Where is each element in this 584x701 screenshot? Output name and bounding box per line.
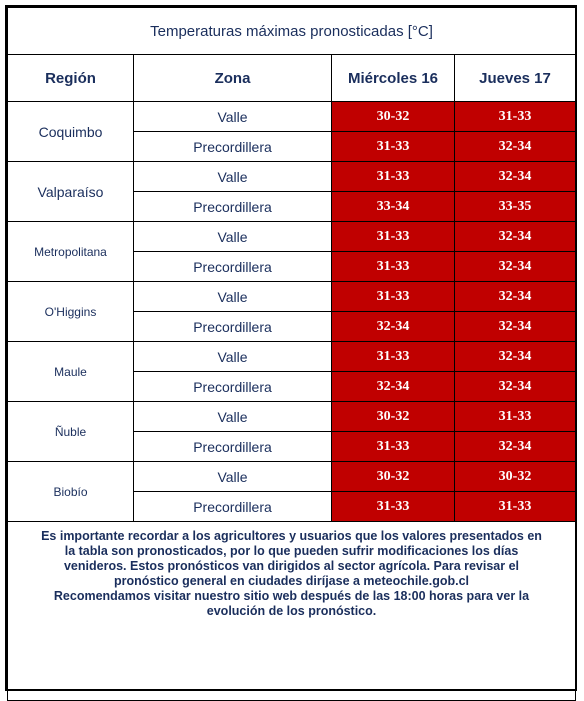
temp-day2-cell: 32-34: [453, 341, 577, 372]
region-name: Biobío: [7, 461, 134, 522]
note-row: Es importante recordar a los agricultore…: [6, 521, 577, 701]
region-name: Ñuble: [7, 401, 134, 462]
table-row: Precordillera 31-33 32-34: [8, 131, 577, 162]
zona-cell: Precordillera: [133, 371, 332, 402]
forecast-panel: Temperaturas máximas pronosticadas [°C] …: [5, 5, 577, 701]
table-row: Precordillera 31-33 31-33: [8, 491, 577, 522]
table-row: Precordillera 31-33 32-34: [8, 431, 577, 462]
temp-day2-cell: 32-34: [453, 281, 577, 312]
note-line: Recomendamos visitar nuestro sitio web d…: [53, 589, 530, 603]
zona-cell: Valle: [133, 161, 332, 192]
temp-day2-cell: 32-34: [453, 251, 577, 282]
temp-day2-cell: 32-34: [453, 221, 577, 252]
temp-day1-cell: 30-32: [331, 101, 455, 132]
temp-day1-cell: 31-33: [331, 281, 455, 312]
table-row: Precordillera 33-34 33-35: [8, 191, 577, 222]
header-region: Región: [7, 54, 134, 102]
zona-cell: Valle: [133, 101, 332, 132]
header-day1: Miércoles 16: [331, 54, 455, 102]
note-line: evolución de los pronóstico.: [206, 604, 377, 618]
temp-day2-cell: 32-34: [453, 131, 577, 162]
region-name: Metropolitana: [7, 221, 134, 282]
disclaimer-note: Es importante recordar a los agricultore…: [6, 521, 577, 701]
temp-day2-cell: 31-33: [453, 101, 577, 132]
table-row: Precordillera 32-34 32-34: [8, 371, 577, 402]
zona-cell: Valle: [133, 461, 332, 492]
zona-cell: Precordillera: [133, 431, 332, 462]
temp-day2-cell: 32-34: [453, 431, 577, 462]
temp-day2-cell: 32-34: [453, 161, 577, 192]
temp-day1-cell: 31-33: [331, 341, 455, 372]
zona-cell: Precordillera: [133, 191, 332, 222]
zona-cell: Precordillera: [133, 491, 332, 522]
temp-day1-cell: 33-34: [331, 191, 455, 222]
temp-day1-cell: 31-33: [331, 221, 455, 252]
temp-day1-cell: 30-32: [331, 461, 455, 492]
table-row: Biobío Valle 30-32 30-32: [7, 461, 577, 522]
temp-day2-cell: 32-34: [453, 311, 577, 342]
zona-cell: Precordillera: [133, 131, 332, 162]
zona-cell: Valle: [133, 341, 332, 372]
header-zona: Zona: [133, 54, 332, 102]
zona-cell: Precordillera: [133, 251, 332, 282]
temp-day1-cell: 32-34: [331, 311, 455, 342]
note-line: venideros. Estos pronósticos van dirigid…: [63, 559, 520, 573]
temp-day1-cell: 31-33: [331, 251, 455, 282]
temp-day1-cell: 32-34: [331, 371, 455, 402]
region-name: Maule: [7, 341, 134, 402]
table-row: Coquimbo Valle 30-32 31-33: [7, 101, 577, 162]
temp-day1-cell: 31-33: [331, 491, 455, 522]
zona-cell: Precordillera: [133, 311, 332, 342]
temp-day1-cell: 31-33: [331, 431, 455, 462]
temp-day2-cell: 32-34: [453, 371, 577, 402]
temp-day1-cell: 30-32: [331, 401, 455, 432]
table-row: Precordillera 31-33 32-34: [8, 251, 577, 282]
zona-cell: Valle: [133, 221, 332, 252]
temp-day2-cell: 31-33: [453, 491, 577, 522]
table-row: Metropolitana Valle 31-33 32-34: [7, 221, 577, 282]
temp-day2-cell: 33-35: [453, 191, 577, 222]
forecast-table: Temperaturas máximas pronosticadas [°C] …: [6, 7, 577, 701]
note-line: Es importante recordar a los agricultore…: [41, 529, 542, 543]
zona-cell: Valle: [133, 281, 332, 312]
note-line: la tabla son pronosticados, por lo que p…: [64, 544, 519, 558]
table-row: Maule Valle 31-33 32-34: [7, 341, 577, 402]
temp-day2-cell: 31-33: [453, 401, 577, 432]
table-row: O'Higgins Valle 31-33 32-34: [7, 281, 577, 342]
region-name: O'Higgins: [7, 281, 134, 342]
region-name: Coquimbo: [7, 101, 134, 162]
region-name: Valparaíso: [7, 161, 134, 222]
zona-cell: Valle: [133, 401, 332, 432]
note-line: pronóstico general en ciudades diríjase …: [114, 574, 469, 588]
table-row: Ñuble Valle 30-32 31-33: [7, 401, 577, 462]
table-row: Precordillera 32-34 32-34: [8, 311, 577, 342]
temp-day1-cell: 31-33: [331, 131, 455, 162]
table-row: Valparaíso Valle 31-33 32-34: [7, 161, 577, 222]
header-day2: Jueves 17: [453, 54, 577, 102]
temp-day1-cell: 31-33: [331, 161, 455, 192]
table-title: Temperaturas máximas pronosticadas [°C]: [6, 7, 577, 55]
temp-day2-cell: 30-32: [453, 461, 577, 492]
